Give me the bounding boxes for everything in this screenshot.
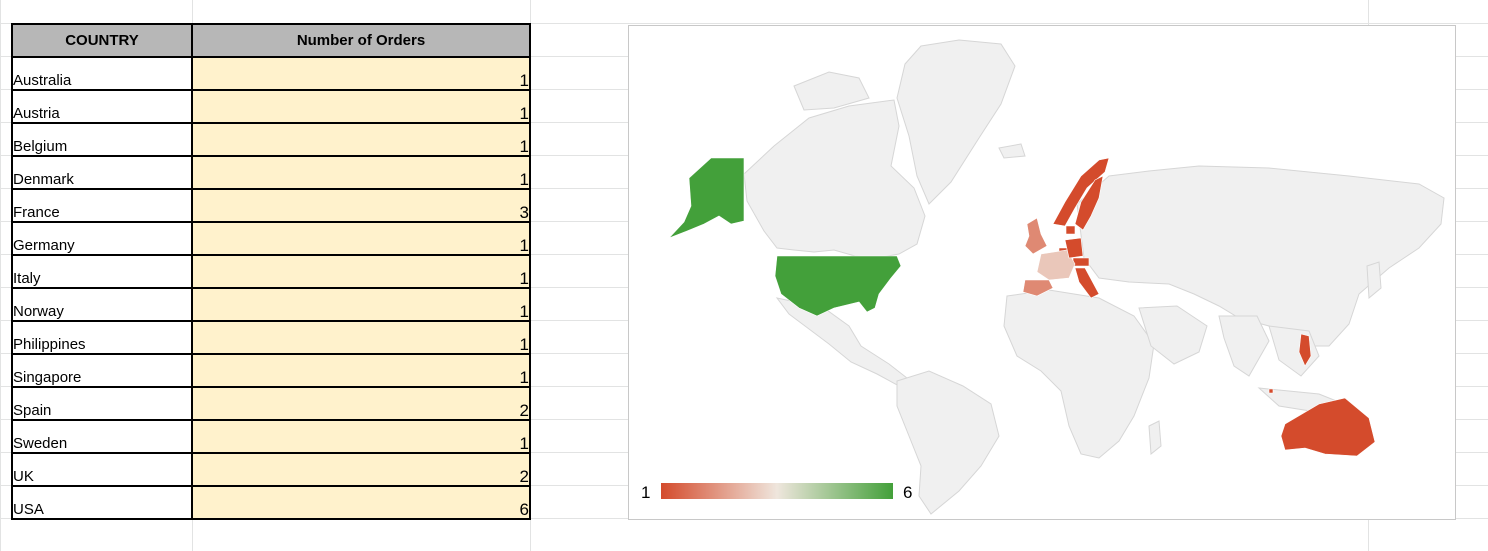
orders-cell[interactable]: 1 <box>191 419 531 454</box>
table-row: USA 6 <box>11 485 531 520</box>
country-cell[interactable]: Singapore <box>11 353 193 388</box>
country-cell[interactable]: Denmark <box>11 155 193 190</box>
region-italy[interactable] <box>1074 267 1100 299</box>
table-row: Belgium 1 <box>11 122 531 157</box>
table-row: Singapore 1 <box>11 353 531 388</box>
region-norway[interactable] <box>1052 157 1110 227</box>
region-usa[interactable] <box>774 255 902 317</box>
orders-cell[interactable]: 1 <box>191 221 531 256</box>
region-mexico <box>775 297 908 387</box>
region-greenland <box>896 39 1016 205</box>
region-spain[interactable] <box>1022 279 1054 297</box>
world-map <box>661 39 1445 515</box>
country-cell[interactable]: UK <box>11 452 193 487</box>
country-cell[interactable]: Belgium <box>11 122 193 157</box>
region-philippines[interactable] <box>1298 333 1312 367</box>
legend-max-label: 6 <box>903 483 913 502</box>
orders-cell[interactable]: 1 <box>191 155 531 190</box>
orders-cell[interactable]: 1 <box>191 56 531 91</box>
orders-cell[interactable]: 1 <box>191 122 531 157</box>
orders-cell[interactable]: 6 <box>191 485 531 520</box>
region-austria[interactable] <box>1072 257 1090 267</box>
orders-cell[interactable]: 2 <box>191 386 531 421</box>
column-divider <box>530 0 531 551</box>
country-cell[interactable]: Spain <box>11 386 193 421</box>
table-row: Philippines 1 <box>11 320 531 355</box>
country-cell[interactable]: USA <box>11 485 193 520</box>
table-row: Germany 1 <box>11 221 531 256</box>
region-germany[interactable] <box>1064 237 1084 259</box>
legend-min-label: 1 <box>641 483 651 502</box>
country-cell[interactable]: Germany <box>11 221 193 256</box>
orders-cell[interactable]: 1 <box>191 353 531 388</box>
region-usa[interactable] <box>668 157 745 239</box>
country-cell[interactable]: France <box>11 188 193 223</box>
country-cell[interactable]: Italy <box>11 254 193 289</box>
region-uk[interactable] <box>1024 217 1048 255</box>
country-cell[interactable]: Austria <box>11 89 193 124</box>
region-sweden[interactable] <box>1074 175 1104 231</box>
region-eurasia <box>1076 165 1445 347</box>
orders-table: COUNTRY Number of Orders Australia 1 Austr… <box>11 23 531 520</box>
country-cell[interactable]: Norway <box>11 287 193 322</box>
table-row: Italy 1 <box>11 254 531 289</box>
orders-cell[interactable]: 1 <box>191 254 531 289</box>
legend-color-scale <box>661 483 893 499</box>
table-row: Sweden 1 <box>11 419 531 454</box>
table-row: France 3 <box>11 188 531 223</box>
country-cell[interactable]: Australia <box>11 56 193 91</box>
header-orders[interactable]: Number of Orders <box>191 23 531 58</box>
country-cell[interactable]: Sweden <box>11 419 193 454</box>
region-denmark[interactable] <box>1065 225 1076 235</box>
orders-cell[interactable]: 2 <box>191 452 531 487</box>
orders-cell[interactable]: 1 <box>191 89 531 124</box>
region-canada <box>743 99 926 259</box>
table-row: Denmark 1 <box>11 155 531 190</box>
region-south-america <box>896 370 1000 515</box>
table-row: Spain 2 <box>11 386 531 421</box>
region-singapore[interactable] <box>1268 388 1274 394</box>
table-row: Austria 1 <box>11 89 531 124</box>
header-country[interactable]: COUNTRY <box>11 23 193 58</box>
country-cell[interactable]: Philippines <box>11 320 193 355</box>
orders-cell[interactable]: 1 <box>191 320 531 355</box>
region-africa <box>1003 289 1155 459</box>
orders-cell[interactable]: 3 <box>191 188 531 223</box>
region-australia[interactable] <box>1280 397 1376 457</box>
orders-cell[interactable]: 1 <box>191 287 531 322</box>
geo-chart[interactable]: 1 6 <box>628 25 1456 520</box>
table-row: UK 2 <box>11 452 531 487</box>
table-row: Norway 1 <box>11 287 531 322</box>
table-row: Australia 1 <box>11 56 531 91</box>
